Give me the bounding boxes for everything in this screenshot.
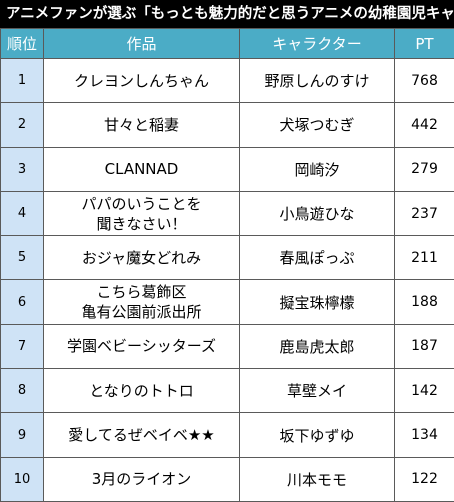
work-title-line: 亀有公園前派出所	[44, 302, 239, 322]
work-cell: となりのトトロ	[44, 369, 240, 413]
work-title-line: 3月のライオン	[44, 469, 239, 489]
rank-cell: 1	[1, 59, 44, 103]
work-title-line: 甘々と稲妻	[44, 115, 239, 135]
pt-cell: 442	[395, 103, 454, 147]
work-title-line: パパのいうことを	[44, 194, 239, 214]
character-cell: 坂下ゆずゆ	[240, 413, 395, 457]
work-title-line: 聞きなさい！	[44, 214, 239, 234]
pt-cell: 211	[395, 236, 454, 280]
header-row: 順位 作品 キャラクター PT	[1, 29, 454, 59]
rank-cell: 2	[1, 103, 44, 147]
work-title-line: CLANNAD	[44, 159, 239, 179]
pt-cell: 142	[395, 369, 454, 413]
rank-cell: 8	[1, 369, 44, 413]
pt-cell: 768	[395, 59, 454, 103]
rank-cell: 6	[1, 280, 44, 324]
pt-cell: 279	[395, 147, 454, 191]
rank-cell: 4	[1, 191, 44, 235]
work-title-line: 愛してるぜベイベ★★	[44, 425, 239, 445]
work-cell: パパのいうことを聞きなさい！	[44, 191, 240, 235]
pt-cell: 122	[395, 457, 454, 501]
pt-cell: 134	[395, 413, 454, 457]
work-title-line: おジャ魔女どれみ	[44, 248, 239, 268]
work-cell: 愛してるぜベイベ★★	[44, 413, 240, 457]
pt-cell: 187	[395, 324, 454, 368]
header-pt: PT	[395, 29, 454, 59]
work-cell: 3月のライオン	[44, 457, 240, 501]
work-title-line: となりのトトロ	[44, 381, 239, 401]
work-cell: 甘々と稲妻	[44, 103, 240, 147]
header-work: 作品	[44, 29, 240, 59]
character-cell: 川本モモ	[240, 457, 395, 501]
character-cell: 岡崎汐	[240, 147, 395, 191]
work-title-line: こちら葛飾区	[44, 282, 239, 302]
work-cell: クレヨンしんちゃん	[44, 59, 240, 103]
character-cell: 草壁メイ	[240, 369, 395, 413]
pt-cell: 188	[395, 280, 454, 324]
work-title-line: クレヨンしんちゃん	[44, 71, 239, 91]
character-cell: 犬塚つむぎ	[240, 103, 395, 147]
rank-cell: 3	[1, 147, 44, 191]
character-cell: 野原しんのすけ	[240, 59, 395, 103]
work-cell: CLANNAD	[44, 147, 240, 191]
pt-cell: 237	[395, 191, 454, 235]
character-cell: 春風ぽっぷ	[240, 236, 395, 280]
header-character: キャラクター	[240, 29, 395, 59]
work-title-line: 学園ベビーシッターズ	[44, 336, 239, 356]
work-cell: 学園ベビーシッターズ	[44, 324, 240, 368]
character-cell: 鹿島虎太郎	[240, 324, 395, 368]
work-cell: おジャ魔女どれみ	[44, 236, 240, 280]
rank-cell: 7	[1, 324, 44, 368]
rank-cell: 10	[1, 457, 44, 501]
work-cell: こちら葛飾区亀有公園前派出所	[44, 280, 240, 324]
rank-cell: 5	[1, 236, 44, 280]
page-title: アニメファンが選ぶ「もっとも魅力的だと思うアニメの幼稚園児キャラ」	[0, 0, 454, 28]
header-rank: 順位	[1, 29, 44, 59]
character-cell: 小鳥遊ひな	[240, 191, 395, 235]
character-cell: 擬宝珠檸檬	[240, 280, 395, 324]
rank-cell: 9	[1, 413, 44, 457]
